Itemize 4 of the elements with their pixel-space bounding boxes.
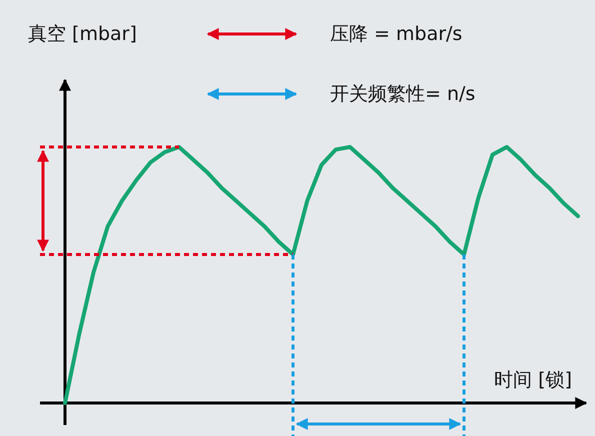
text: 压降 = mbar/s <box>330 23 462 45</box>
x-axis-title: 时间 [锁] <box>494 369 572 391</box>
text: 开关频繁性= n/s <box>330 83 476 105</box>
text: 真空 [mbar] <box>28 23 137 45</box>
